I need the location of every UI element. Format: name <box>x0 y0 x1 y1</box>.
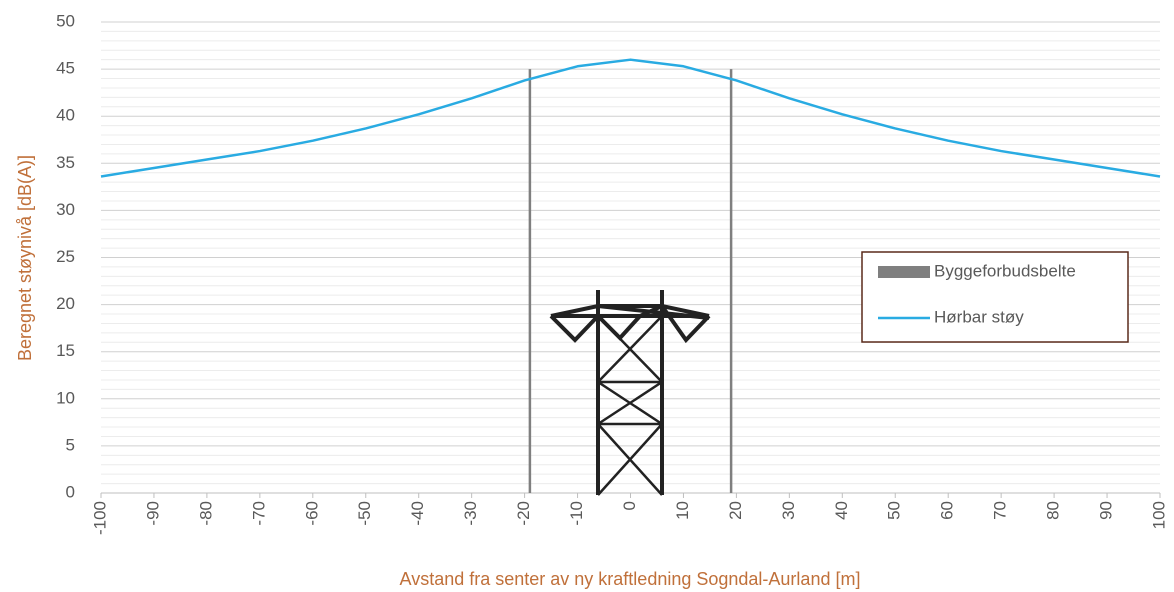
x-tick-label: -10 <box>567 501 586 526</box>
x-axis-title: Avstand fra senter av ny kraftledning So… <box>400 569 861 589</box>
x-tick-label: 30 <box>779 501 798 520</box>
marks <box>100 58 1161 493</box>
x-tick-label: -70 <box>249 501 268 526</box>
y-tick-label: 15 <box>56 341 75 360</box>
x-tick-label: 20 <box>726 501 745 520</box>
x-tick-label: -40 <box>408 501 427 526</box>
x-tick-label: 10 <box>673 501 692 520</box>
legend-swatch <box>878 266 930 278</box>
x-tick-label: -30 <box>461 501 480 526</box>
legend: Byggeforbudsbelte Hørbar støy <box>878 261 1076 326</box>
x-tick-label: 0 <box>620 501 639 510</box>
y-tick-label: 35 <box>56 153 75 172</box>
line-series <box>100 58 1161 178</box>
x-tick-label: 40 <box>832 501 851 520</box>
y-tick-label: 50 <box>56 11 75 30</box>
y-tick-label: 10 <box>56 388 75 407</box>
y-tick-label: 0 <box>66 482 75 501</box>
x-tick-label: -80 <box>196 501 215 526</box>
x-tick-label: -50 <box>355 501 374 526</box>
y-tick-label: 5 <box>66 435 75 454</box>
y-tick-label: 25 <box>56 247 75 266</box>
legend-label: Hørbar støy <box>934 307 1024 326</box>
tower-illustration <box>549 290 711 496</box>
x-tick-label: 50 <box>885 501 904 520</box>
legend-label: Byggeforbudsbelte <box>934 261 1076 280</box>
x-tick-label: 60 <box>938 501 957 520</box>
y-tick-label: 20 <box>56 294 75 313</box>
x-tick-label: 100 <box>1149 501 1168 529</box>
x-tick-label: 70 <box>991 501 1010 520</box>
y-tick-label: 30 <box>56 200 75 219</box>
x-tick-label: 90 <box>1097 501 1116 520</box>
y-tick-label: 40 <box>56 106 75 125</box>
x-tick-label: -90 <box>143 501 162 526</box>
x-tick-label: -20 <box>514 501 533 526</box>
y-tick-label: 45 <box>56 59 75 78</box>
x-tick-label: 80 <box>1044 501 1063 520</box>
x-tick-label: -100 <box>90 501 109 535</box>
x-tick-label: -60 <box>302 501 321 526</box>
y-axis-title: Beregnet støynivå [dB(A)] <box>15 155 35 361</box>
